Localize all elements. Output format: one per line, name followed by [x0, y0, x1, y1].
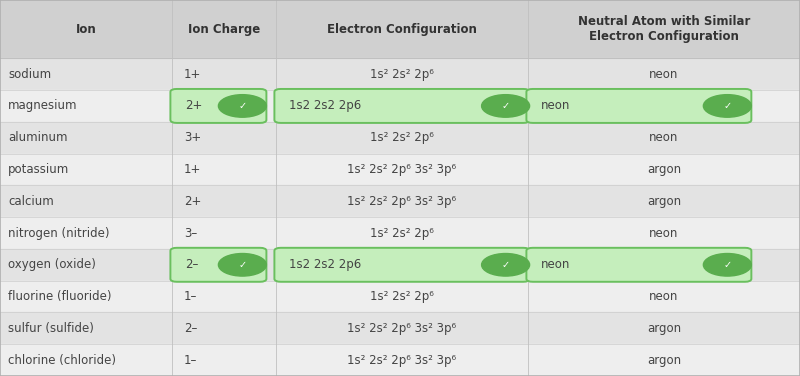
Text: fluorine (fluoride): fluorine (fluoride)	[8, 290, 111, 303]
Text: ✓: ✓	[502, 101, 510, 111]
Text: 1s² 2s² 2p⁶: 1s² 2s² 2p⁶	[370, 226, 434, 240]
Text: nitrogen (nitride): nitrogen (nitride)	[8, 226, 110, 240]
FancyBboxPatch shape	[170, 89, 266, 123]
Text: Ion: Ion	[76, 23, 96, 36]
Text: argon: argon	[647, 195, 681, 208]
Bar	[0, 90, 800, 122]
Text: 2+: 2+	[184, 195, 202, 208]
Text: ✓: ✓	[723, 101, 731, 111]
FancyBboxPatch shape	[274, 89, 530, 123]
Text: ✓: ✓	[238, 260, 246, 270]
Text: 1s2 2s2 2p6: 1s2 2s2 2p6	[289, 99, 361, 112]
Bar	[0, 122, 800, 154]
Circle shape	[703, 95, 751, 117]
Text: neon: neon	[650, 68, 678, 81]
Text: 2–: 2–	[185, 258, 198, 271]
FancyBboxPatch shape	[170, 248, 266, 282]
Circle shape	[703, 253, 751, 276]
FancyBboxPatch shape	[274, 248, 530, 282]
Bar	[0, 280, 800, 312]
Text: neon: neon	[650, 290, 678, 303]
Text: sulfur (sulfide): sulfur (sulfide)	[8, 322, 94, 335]
Text: ✓: ✓	[238, 101, 246, 111]
Text: potassium: potassium	[8, 163, 70, 176]
Bar	[0, 344, 800, 376]
FancyBboxPatch shape	[526, 248, 751, 282]
Text: 1s² 2s² 2p⁶ 3s² 3p⁶: 1s² 2s² 2p⁶ 3s² 3p⁶	[347, 163, 457, 176]
Circle shape	[218, 95, 266, 117]
Text: 1s² 2s² 2p⁶: 1s² 2s² 2p⁶	[370, 131, 434, 144]
Text: 1s² 2s² 2p⁶: 1s² 2s² 2p⁶	[370, 290, 434, 303]
Text: 1–: 1–	[184, 353, 198, 367]
Text: 1s² 2s² 2p⁶: 1s² 2s² 2p⁶	[370, 68, 434, 81]
Text: Neutral Atom with Similar
Electron Configuration: Neutral Atom with Similar Electron Confi…	[578, 15, 750, 43]
Text: ✓: ✓	[502, 260, 510, 270]
Text: argon: argon	[647, 322, 681, 335]
Text: Ion Charge: Ion Charge	[188, 23, 260, 36]
Text: chlorine (chloride): chlorine (chloride)	[8, 353, 116, 367]
Text: neon: neon	[541, 99, 570, 112]
Text: sodium: sodium	[8, 68, 51, 81]
Text: aluminum: aluminum	[8, 131, 67, 144]
Text: 1s² 2s² 2p⁶ 3s² 3p⁶: 1s² 2s² 2p⁶ 3s² 3p⁶	[347, 353, 457, 367]
Text: Electron Configuration: Electron Configuration	[327, 23, 477, 36]
FancyBboxPatch shape	[526, 89, 751, 123]
Circle shape	[482, 253, 530, 276]
Bar	[0, 0, 800, 58]
Text: neon: neon	[650, 226, 678, 240]
Text: 3+: 3+	[184, 131, 202, 144]
Circle shape	[218, 253, 266, 276]
Bar	[0, 185, 800, 217]
Text: argon: argon	[647, 163, 681, 176]
Text: neon: neon	[650, 131, 678, 144]
Text: 1–: 1–	[184, 290, 198, 303]
Text: 1+: 1+	[184, 68, 202, 81]
Bar	[0, 58, 800, 90]
Text: oxygen (oxide): oxygen (oxide)	[8, 258, 96, 271]
Text: 1s² 2s² 2p⁶ 3s² 3p⁶: 1s² 2s² 2p⁶ 3s² 3p⁶	[347, 195, 457, 208]
Text: 3–: 3–	[184, 226, 198, 240]
Bar	[0, 217, 800, 249]
Text: 1+: 1+	[184, 163, 202, 176]
Text: calcium: calcium	[8, 195, 54, 208]
Text: neon: neon	[541, 258, 570, 271]
Text: ✓: ✓	[723, 260, 731, 270]
Text: 2+: 2+	[185, 99, 202, 112]
Text: 2–: 2–	[184, 322, 198, 335]
Bar	[0, 249, 800, 280]
Bar	[0, 153, 800, 185]
Text: magnesium: magnesium	[8, 99, 78, 112]
Bar	[0, 312, 800, 344]
Text: argon: argon	[647, 353, 681, 367]
Circle shape	[482, 95, 530, 117]
Text: 1s2 2s2 2p6: 1s2 2s2 2p6	[289, 258, 361, 271]
Text: 1s² 2s² 2p⁶ 3s² 3p⁶: 1s² 2s² 2p⁶ 3s² 3p⁶	[347, 322, 457, 335]
